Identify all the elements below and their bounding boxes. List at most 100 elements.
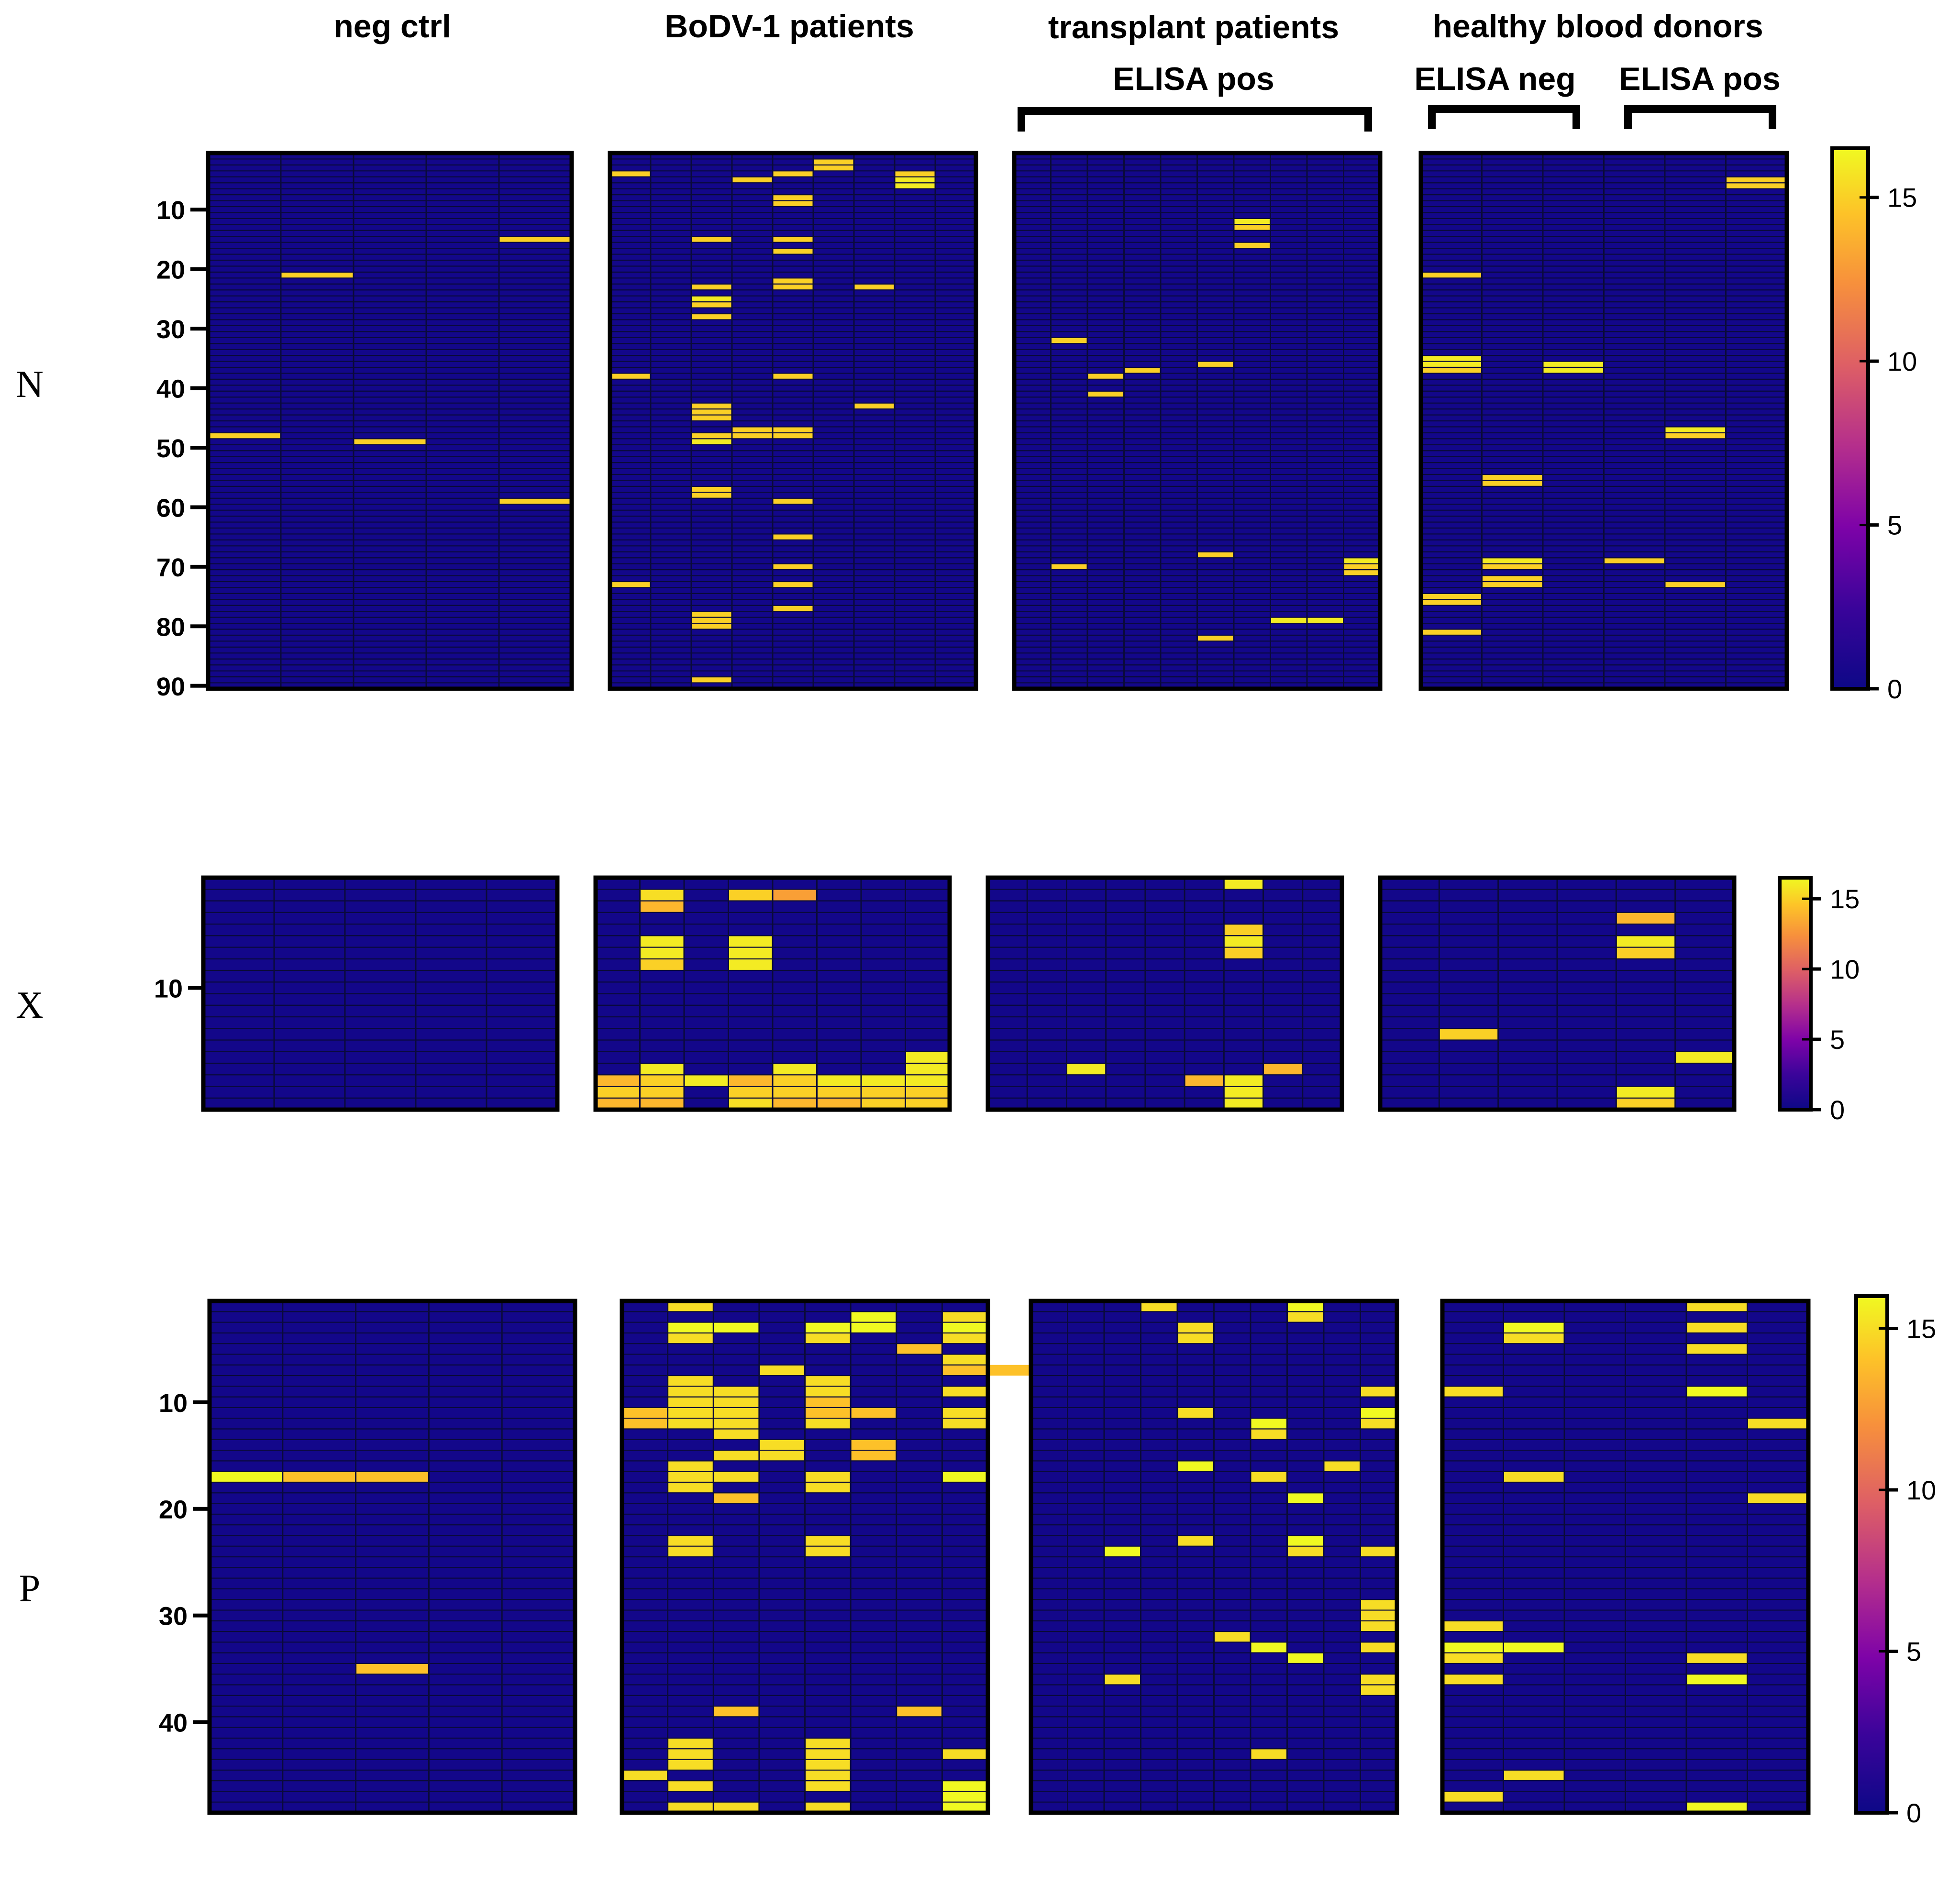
heatmap-cell	[667, 1482, 714, 1493]
panel-frame	[1378, 875, 1737, 1112]
subheader-transplant-elisa-pos: ELISA pos	[1113, 61, 1274, 97]
heatmap-cell	[691, 409, 732, 415]
heatmap-cell	[1747, 1493, 1808, 1504]
colorbar-gradient	[1778, 876, 1813, 1112]
colorbar-tick-label: 5	[1887, 510, 1902, 540]
heatmap-cell	[942, 1386, 988, 1397]
heatmap-cell	[667, 1322, 714, 1333]
heatmap-cell	[713, 1471, 759, 1482]
heatmap-cell	[805, 1781, 851, 1792]
heatmap-cell	[1503, 1471, 1564, 1482]
heatmap-cell	[499, 236, 572, 242]
heatmap-cell	[1421, 361, 1482, 367]
heatmap-cell	[1360, 1685, 1397, 1696]
heatmap-cell	[805, 1376, 851, 1387]
heatmap-cell	[1442, 1386, 1504, 1397]
heatmap-cell	[895, 183, 935, 189]
heatmap-cell	[610, 582, 651, 588]
heatmap-cell	[732, 176, 773, 183]
heatmap-cell	[1503, 1333, 1564, 1344]
header-bodv-patients: BoDV-1 patients	[664, 8, 914, 44]
heatmap-cell	[1421, 355, 1482, 362]
heatmap-panel-0-1	[608, 151, 978, 691]
heatmap-cell	[1263, 1063, 1303, 1075]
heatmap-cell	[732, 432, 773, 439]
heatmap-cell	[905, 1086, 950, 1098]
heatmap-cell	[805, 1386, 851, 1397]
heatmap-cell	[1686, 1674, 1748, 1685]
heatmap-cell	[1177, 1535, 1214, 1546]
heatmap-cell	[1104, 1546, 1141, 1557]
heatmap-cell	[355, 1663, 429, 1675]
panel-frame	[620, 1299, 990, 1815]
heatmap-cell	[1177, 1407, 1214, 1419]
heatmap-cell	[1251, 1749, 1287, 1760]
heatmap-cell	[1251, 1471, 1287, 1482]
heatmap-cell	[813, 159, 854, 165]
heatmap-cell	[1616, 912, 1675, 924]
heatmap-cell	[596, 1086, 640, 1098]
heatmap-panel-1-3	[1378, 875, 1737, 1112]
heatmap-cell	[1177, 1333, 1214, 1344]
heatmap-cell	[942, 1407, 988, 1419]
heatmap-cell	[728, 959, 773, 970]
subheader-healthy-elisa-neg: ELISA neg	[1414, 61, 1576, 97]
colorbar-1: 0 5 10 15	[1778, 876, 1860, 1125]
heatmap-cell	[1343, 558, 1380, 564]
heatmap-cell	[759, 1450, 805, 1461]
heatmap-panel-0-3	[1418, 151, 1789, 691]
heatmap-cell	[1224, 1086, 1263, 1098]
y-tick-label: 30	[156, 315, 185, 344]
heatmap-cell	[942, 1749, 988, 1760]
heatmap-cell	[1421, 367, 1482, 374]
colorbar-2: 0 5 10 15	[1854, 1294, 1936, 1828]
heatmap-panel-1-2	[986, 875, 1344, 1112]
heatmap-cell	[942, 1333, 988, 1344]
heatmap-cell	[713, 1386, 759, 1397]
heatmap-cell	[942, 1471, 988, 1482]
y-tick-label: 90	[156, 672, 185, 701]
y-tick-label: 20	[156, 256, 185, 285]
heatmap-cell	[1503, 1322, 1564, 1333]
heatmap-cell	[896, 1706, 942, 1717]
y-tick-label: 70	[156, 553, 185, 582]
heatmap-panel-2-3	[1440, 1299, 1811, 1815]
heatmap-cell	[691, 302, 732, 308]
bracket-transplant	[1018, 107, 1372, 132]
heatmap-cell	[1360, 1674, 1397, 1685]
heatmap-cell	[773, 432, 813, 439]
heatmap-cell	[1287, 1546, 1324, 1557]
heatmap-cell	[691, 415, 732, 421]
heatmap-cell	[1360, 1418, 1397, 1429]
heatmap-cell	[1287, 1653, 1324, 1664]
heatmap-cell	[282, 1471, 356, 1482]
heatmap-cell	[905, 1075, 950, 1087]
heatmap-cell	[1287, 1493, 1324, 1504]
heatmap-cell	[728, 1086, 773, 1098]
heatmap-cell	[1360, 1610, 1397, 1621]
heatmap-cell	[732, 427, 773, 433]
heatmap-cell	[713, 1429, 759, 1440]
heatmap-cell	[805, 1397, 851, 1408]
heatmap-cell	[1251, 1429, 1287, 1440]
bracket-healthy-neg	[1428, 105, 1580, 129]
heatmap-cell	[1686, 1301, 1748, 1312]
y-tick-label: 10	[154, 974, 183, 1003]
heatmap-cell	[691, 492, 732, 498]
heatmap-cell	[713, 1397, 759, 1408]
heatmap-cell	[1360, 1599, 1397, 1610]
heatmap-panel-2-2	[1029, 1299, 1399, 1815]
heatmap-cell	[499, 498, 572, 505]
heatmap-cell	[667, 1749, 714, 1760]
heatmap-cell	[851, 1311, 897, 1322]
heatmap-cell	[1686, 1322, 1748, 1333]
row-label-x: X	[16, 984, 44, 1026]
heatmap-cell	[1543, 367, 1604, 374]
heatmap-cell	[1482, 480, 1543, 486]
heatmap-cell	[691, 296, 732, 302]
heatmap-cell	[728, 947, 773, 959]
heatmap-cell	[773, 605, 813, 612]
heatmap-cell	[1343, 570, 1380, 576]
heatmap-cell	[1307, 617, 1344, 624]
